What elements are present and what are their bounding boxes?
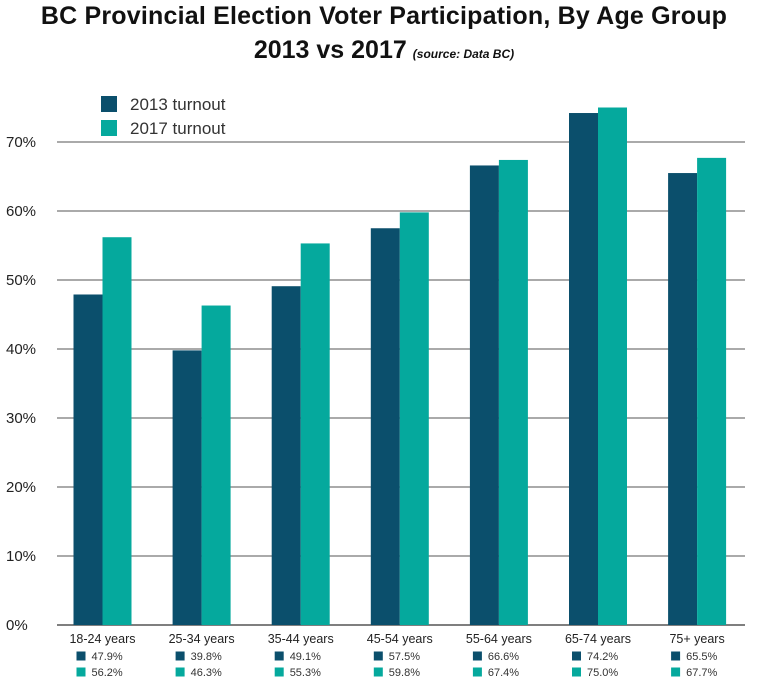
data-label-swatch-2017 bbox=[175, 667, 185, 677]
bar-2017 bbox=[300, 243, 330, 625]
data-label-2013: 66.6% bbox=[488, 651, 519, 663]
bar-2013 bbox=[271, 286, 301, 625]
legend-label-2013: 2013 turnout bbox=[130, 95, 226, 114]
data-label-swatch-2017 bbox=[274, 667, 284, 677]
bar-2017 bbox=[697, 157, 727, 625]
chart-subtitle-line: 2013 vs 2017 (source: Data BC) bbox=[0, 36, 768, 65]
chart-title: BC Provincial Election Voter Participati… bbox=[40, 2, 728, 30]
bar-2017 bbox=[201, 305, 231, 625]
y-tick-label: 60% bbox=[6, 203, 36, 220]
data-label-swatch-2013 bbox=[572, 651, 581, 661]
data-label-2017: 59.8% bbox=[389, 667, 420, 679]
bar-2013 bbox=[569, 113, 598, 626]
data-label-2017: 55.3% bbox=[290, 667, 321, 679]
data-label-2017: 67.7% bbox=[686, 667, 717, 679]
data-label-2017: 67.4% bbox=[488, 667, 519, 679]
y-tick-label: 10% bbox=[6, 548, 36, 565]
y-tick-label: 0% bbox=[6, 617, 28, 634]
legend-label-2017: 2017 turnout bbox=[130, 119, 226, 138]
y-tick-label: 70% bbox=[6, 134, 36, 151]
x-tick-label: 65-74 years bbox=[565, 632, 631, 646]
data-label-2013: 39.8% bbox=[191, 651, 222, 663]
y-tick-label: 50% bbox=[6, 272, 36, 289]
data-label-swatch-2017 bbox=[373, 667, 383, 677]
data-label-2013: 65.5% bbox=[686, 651, 717, 663]
y-tick-label: 30% bbox=[6, 410, 36, 427]
data-label-swatch-2017 bbox=[671, 667, 681, 677]
bar-2017 bbox=[498, 159, 528, 625]
x-tick-label: 45-54 years bbox=[367, 632, 433, 646]
x-tick-label: 55-64 years bbox=[466, 632, 532, 646]
data-label-swatch-2017 bbox=[76, 667, 86, 677]
source-note: (source: Data BC) bbox=[412, 47, 515, 61]
data-label-swatch-2013 bbox=[373, 651, 383, 661]
data-label-swatch-2013 bbox=[671, 651, 681, 661]
data-label-swatch-2013 bbox=[175, 651, 185, 661]
bar-2013 bbox=[370, 228, 400, 625]
data-label-swatch-2013 bbox=[472, 651, 482, 661]
x-tick-label: 35-44 years bbox=[268, 632, 334, 646]
x-tick-label: 25-34 years bbox=[169, 632, 235, 646]
legend-swatch-2013 bbox=[101, 96, 117, 112]
y-tick-label: 40% bbox=[6, 341, 36, 358]
data-label-2013: 74.2% bbox=[587, 651, 618, 663]
y-tick-label: 20% bbox=[6, 479, 36, 496]
chart-subtitle: 2013 vs 2017 bbox=[253, 36, 407, 64]
bar-2013 bbox=[172, 350, 202, 625]
data-label-2017: 56.2% bbox=[92, 667, 123, 679]
data-label-2013: 49.1% bbox=[290, 651, 321, 663]
bar-2017 bbox=[399, 212, 429, 625]
data-label-2013: 47.9% bbox=[92, 651, 123, 663]
legend-swatch-2017 bbox=[101, 120, 117, 136]
data-label-swatch-2017 bbox=[472, 667, 482, 677]
data-label-swatch-2013 bbox=[76, 651, 86, 661]
x-tick-label: 75+ years bbox=[669, 632, 724, 646]
x-tick-label: 18-24 years bbox=[69, 632, 135, 646]
data-label-2017: 75.0% bbox=[587, 667, 618, 679]
data-label-2013: 57.5% bbox=[389, 651, 420, 663]
data-label-2017: 46.3% bbox=[191, 667, 222, 679]
bar-2017 bbox=[598, 107, 627, 625]
bar-2013 bbox=[73, 294, 103, 625]
bar-2017 bbox=[102, 237, 132, 625]
data-label-swatch-2017 bbox=[572, 667, 581, 677]
bar-2013 bbox=[469, 165, 499, 625]
bar-2013 bbox=[668, 173, 698, 626]
data-label-swatch-2013 bbox=[274, 651, 284, 661]
